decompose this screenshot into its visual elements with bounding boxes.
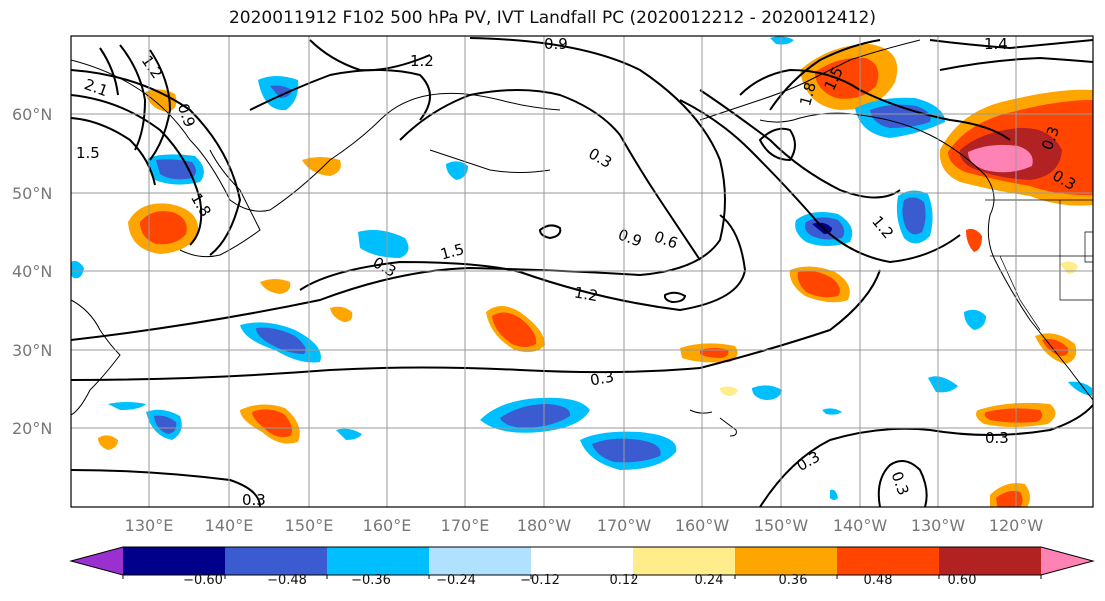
contour-label: 0.3 — [242, 491, 266, 509]
positive-anomaly-patch — [486, 306, 545, 353]
colorbar-tick-label: −0.24 — [436, 573, 476, 588]
contour-label: 1.5 — [76, 144, 100, 162]
latitude-labels: 60°N 50°N 40°N 30°N 20°N — [12, 105, 52, 438]
negative-anomaly-patch — [147, 154, 204, 185]
gridlines — [71, 36, 1093, 507]
colorbar-segments — [69, 546, 1095, 576]
lat-label: 50°N — [12, 184, 52, 203]
negative-anomaly-patch — [855, 97, 945, 138]
lon-label: 180°W — [517, 516, 572, 535]
lon-label: 150°W — [754, 516, 809, 535]
colorbar-segment — [225, 547, 328, 575]
lon-label: 160°W — [675, 516, 730, 535]
colorbar-segment — [71, 547, 123, 575]
negative-anomaly-patch — [580, 431, 677, 470]
colorbar-segment — [939, 547, 1042, 575]
lon-label: 140°E — [205, 516, 254, 535]
lat-label: 60°N — [12, 105, 52, 124]
colorbar-segment — [327, 547, 430, 575]
contour-label: 1.2 — [573, 283, 600, 305]
negative-anomaly-patch — [896, 190, 933, 244]
lat-label: 20°N — [12, 419, 52, 438]
colorbar-segment — [123, 547, 226, 575]
colorbar-tick-label: 0.12 — [610, 573, 639, 588]
lon-label: 130°W — [911, 516, 966, 535]
map-frame — [70, 35, 1094, 508]
negative-anomaly-patch — [240, 322, 321, 363]
negative-anomaly-patch — [480, 397, 590, 433]
longitude-labels: 130°E 140°E 150°E 160°E 170°E 180°W 170°… — [125, 516, 1044, 535]
lat-label: 40°N — [12, 262, 52, 281]
lon-label: 120°W — [989, 516, 1044, 535]
shaded-anomalies — [71, 36, 1093, 507]
colorbar-tick-label: −0.60 — [183, 573, 223, 588]
colorbar-ticks — [122, 575, 1042, 579]
positive-anomaly-patch — [128, 203, 199, 254]
colorbar-tick-label: −0.48 — [267, 573, 307, 588]
colorbar-segment — [429, 547, 532, 575]
positive-anomaly-patch — [789, 266, 850, 303]
contour-label: 1.4 — [984, 35, 1008, 53]
lon-label: 130°E — [125, 516, 174, 535]
map-title: 2020011912 F102 500 hPa PV, IVT Landfall… — [228, 8, 876, 28]
colorbar-segment — [735, 547, 838, 575]
positive-anomaly-patch — [800, 44, 898, 110]
colorbar-tick-label: 0.24 — [695, 573, 724, 588]
colorbar-tick-label: 0.48 — [864, 573, 893, 588]
contour-label: 1.5 — [438, 240, 466, 264]
contour-label: 0.3 — [985, 429, 1009, 447]
colorbar-segment — [1041, 547, 1093, 575]
lon-label: 140°W — [833, 516, 888, 535]
contour-label: 0.9 — [544, 35, 568, 53]
positive-anomaly-patch — [240, 404, 300, 444]
colorbar-tick-label: −0.36 — [351, 573, 391, 588]
contour-label: 1.2 — [410, 52, 434, 70]
lat-label: 30°N — [12, 341, 52, 360]
colorbar-segment — [837, 547, 940, 575]
colorbar-tick-label: 0.36 — [779, 573, 808, 588]
lon-label: 160°E — [363, 516, 412, 535]
lon-label: 170°E — [441, 516, 490, 535]
colorbar-segment — [531, 547, 634, 575]
colorbar: −0.60 −0.48 −0.36 −0.24 −0.12 0.12 0.24 … — [69, 546, 1095, 588]
contour-label: 0.3 — [589, 368, 616, 390]
colorbar-tick-label: −0.12 — [520, 573, 560, 588]
contour-label: 1.8 — [796, 80, 820, 108]
colorbar-segment — [633, 547, 736, 575]
colorbar-tick-label: 0.60 — [948, 573, 977, 588]
lon-label: 150°E — [285, 516, 334, 535]
lon-label: 170°W — [597, 516, 652, 535]
borders — [985, 199, 1093, 331]
